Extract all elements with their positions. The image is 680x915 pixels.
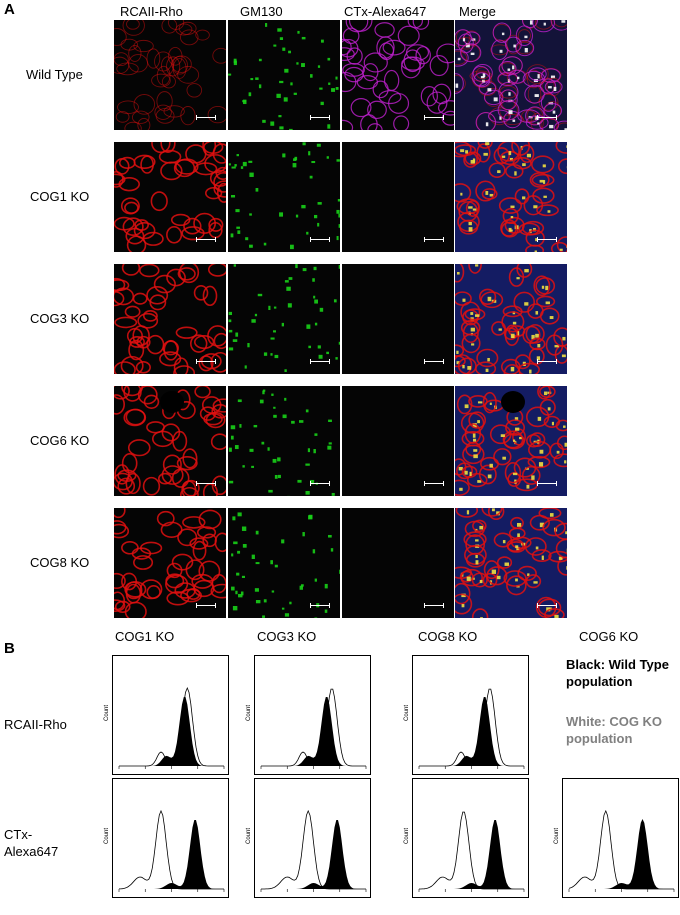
row-label-cog8: COG8 KO (30, 555, 90, 570)
histogram-plot: Count (246, 778, 371, 898)
scale-bar (310, 115, 330, 120)
ko-histogram (419, 688, 524, 767)
micrograph-tile (455, 142, 567, 252)
scale-bar (196, 115, 216, 120)
row-label-cog6: COG6 KO (30, 433, 90, 448)
scale-bar (196, 359, 216, 364)
scale-bar (310, 481, 330, 486)
scale-bar (310, 237, 330, 242)
wild-type-histogram (261, 697, 366, 766)
ko-histogram (261, 809, 366, 890)
scale-bar (424, 115, 444, 120)
col-head-gm130: GM130 (240, 4, 283, 19)
col-head-rho: RCAII-Rho (120, 4, 183, 19)
col-head-merge: Merge (459, 4, 496, 19)
micrograph-tile (114, 20, 226, 130)
scale-bar (310, 359, 330, 364)
micrograph-tile (114, 142, 226, 252)
wild-type-histogram (419, 697, 524, 766)
micrograph-tile (455, 386, 567, 496)
micrograph-tile (228, 142, 340, 252)
scale-bar (310, 603, 330, 608)
ko-histogram (419, 811, 524, 890)
col-head-ctx: CTx-Alexa647 (344, 4, 427, 19)
row-label-wt: Wild Type (26, 67, 83, 82)
ko-histogram (119, 686, 224, 767)
scale-bar (537, 603, 557, 608)
axis-label-count: Count (246, 827, 253, 845)
axis-label-count: Count (554, 827, 561, 845)
histogram-plot: Count (246, 655, 371, 775)
b-col-cog8: COG8 KO (418, 629, 478, 644)
histogram-plot: Count (404, 778, 529, 898)
histogram-plot: Count (554, 778, 679, 898)
micrograph-tile (342, 142, 454, 252)
legend-white-text: White: COG KO population (566, 714, 663, 746)
scale-bar (424, 481, 444, 486)
micrograph-tile (455, 508, 567, 618)
panel-a-letter: A (4, 1, 15, 18)
scale-bar (424, 237, 444, 242)
row-label-cog3: COG3 KO (30, 311, 90, 326)
micrograph-tile (455, 264, 567, 374)
panel-b-letter: B (4, 640, 15, 657)
scale-bar (424, 359, 444, 364)
micrograph-tile (342, 264, 454, 374)
micrograph-tile (342, 20, 454, 130)
b-col-cog3: COG3 KO (257, 629, 317, 644)
scale-bar (537, 359, 557, 364)
axis-label-count: Count (104, 704, 111, 722)
micrograph-tile (342, 386, 454, 496)
legend-black-text: Black: Wild Type population (566, 657, 669, 689)
micrograph-tile (228, 508, 340, 618)
histogram-plot: Count (104, 778, 229, 898)
micrograph-tile (455, 20, 567, 130)
b-row-ctx: CTx- Alexa647 (4, 827, 59, 859)
scale-bar (424, 603, 444, 608)
micrograph-tile (342, 508, 454, 618)
b-row-rho: RCAII-Rho (4, 717, 67, 732)
scale-bar (537, 115, 557, 120)
b-col-cog6: COG6 KO (579, 629, 639, 644)
row-label-cog1: COG1 KO (30, 189, 90, 204)
axis-label-count: Count (246, 704, 253, 722)
histogram-plot: Count (404, 655, 529, 775)
ko-histogram (261, 688, 366, 767)
micrograph-tile (114, 508, 226, 618)
micrograph-tile (114, 264, 226, 374)
micrograph-tile (228, 386, 340, 496)
axis-label-count: Count (404, 827, 411, 845)
wild-type-histogram (569, 819, 674, 889)
scale-bar (196, 237, 216, 242)
wild-type-histogram (419, 820, 524, 889)
b-col-cog1: COG1 KO (115, 629, 175, 644)
micrograph-tile (228, 264, 340, 374)
histogram-plot: Count (104, 655, 229, 775)
micrograph-tile (228, 20, 340, 130)
ko-histogram (119, 809, 224, 890)
wild-type-histogram (119, 820, 224, 889)
scale-bar (196, 603, 216, 608)
scale-bar (196, 481, 216, 486)
micrograph-tile (114, 386, 226, 496)
scale-bar (537, 481, 557, 486)
scale-bar (537, 237, 557, 242)
wild-type-histogram (119, 697, 224, 766)
axis-label-count: Count (104, 827, 111, 845)
ko-histogram (568, 809, 674, 890)
axis-label-count: Count (404, 704, 411, 722)
wild-type-histogram (261, 820, 366, 889)
